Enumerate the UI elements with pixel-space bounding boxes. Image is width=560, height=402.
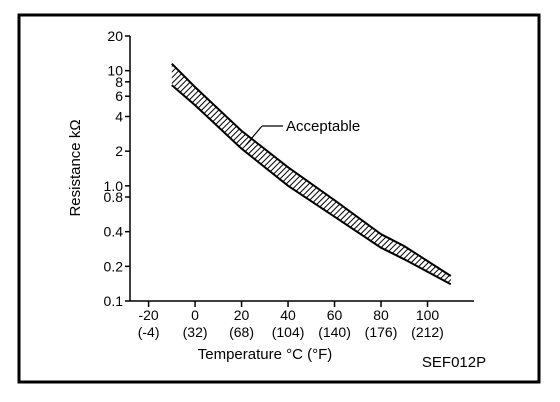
y-tick-label: 8 xyxy=(115,74,123,90)
x-tick-label: 100 xyxy=(416,307,440,323)
annotation-acceptable: Acceptable xyxy=(286,118,360,135)
y-tick-label: 2 xyxy=(115,143,123,159)
y-tick-label: 6 xyxy=(115,88,123,104)
x-tick-label-fahrenheit: (176) xyxy=(365,324,398,340)
y-tick-label: 0.1 xyxy=(104,293,124,309)
x-tick-label: 40 xyxy=(280,307,296,323)
upper-limit-line xyxy=(171,62,452,277)
outer-frame xyxy=(17,13,541,384)
x-tick-label: -20 xyxy=(138,307,158,323)
y-tick-label: 0.4 xyxy=(104,224,124,240)
x-tick-label-fahrenheit: (104) xyxy=(272,324,305,340)
y-tick-label: 0.2 xyxy=(104,258,124,274)
x-tick-label-fahrenheit: (68) xyxy=(229,324,254,340)
annotation-leader-tail xyxy=(245,125,263,146)
y-tick-label: 10 xyxy=(107,63,123,79)
figure-code: SEF012P xyxy=(422,354,486,371)
x-tick-label-fahrenheit: (140) xyxy=(318,324,351,340)
x-tick-label: 20 xyxy=(234,307,250,323)
x-tick-label-fahrenheit: (212) xyxy=(411,324,444,340)
y-tick-label: 1.0 xyxy=(104,178,124,194)
y-tick-label: 0.8 xyxy=(104,189,124,205)
x-tick-label-fahrenheit: (-4) xyxy=(138,324,160,340)
x-tick-label: 60 xyxy=(327,307,343,323)
lower-limit-line xyxy=(171,84,452,286)
acceptable-band xyxy=(171,63,451,285)
y-tick-label: 20 xyxy=(107,28,123,44)
x-tick-label-fahrenheit: (32) xyxy=(183,324,208,340)
y-tick-label: 4 xyxy=(115,108,123,124)
x-tick-label: 0 xyxy=(191,307,199,323)
x-tick-label: 80 xyxy=(373,307,389,323)
x-axis-label: Temperature °C (°F) xyxy=(198,346,333,363)
y-axis-label: Resistance kΩ xyxy=(67,119,84,216)
